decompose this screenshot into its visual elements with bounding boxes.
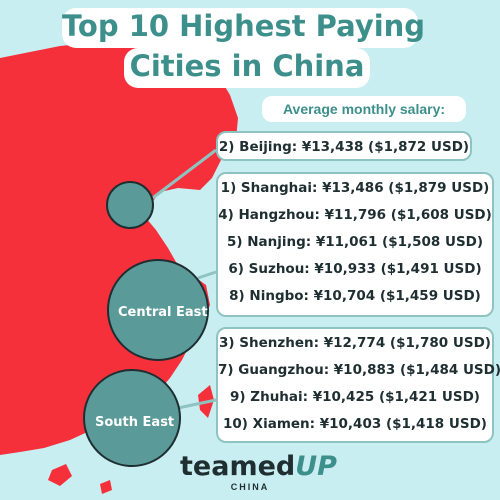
- title-line-2: Cities in China: [124, 48, 370, 88]
- region-label-south-east: South East: [95, 415, 175, 430]
- connector-beijing: [149, 148, 217, 202]
- subtitle: Average monthly salary:: [262, 96, 466, 122]
- title-line-1: Top 10 Highest Paying: [62, 8, 425, 48]
- south-east-salary-box: 3) Shenzhen: ¥12,774 ($1,780 USD) 7) Gua…: [216, 327, 500, 443]
- salary-row: 4) Hangzhou: ¥11,796 ($1,608 USD): [218, 207, 492, 223]
- teamedup-logo: teamedUP CHINA: [180, 451, 337, 493]
- logo-text-teamed: teamed: [180, 451, 296, 482]
- central-east-region-circle: [107, 259, 209, 361]
- region-label-central-east: Central East: [118, 305, 208, 320]
- salary-row: 3) Shenzhen: ¥12,774 ($1,780 USD): [219, 335, 491, 351]
- south-east-region-circle: [83, 369, 181, 467]
- connector-central-east: [197, 270, 217, 280]
- salary-row: 2) Beijing: ¥13,438 ($1,872 USD): [218, 139, 470, 155]
- salary-row: 7) Guangzhou: ¥10,883 ($1,484 USD): [218, 362, 500, 378]
- beijing-region-circle: [106, 181, 154, 229]
- island-hainan: [48, 464, 72, 486]
- salary-row: 8) Ningbo: ¥10,704 ($1,459 USD): [229, 288, 481, 304]
- logo-text-china: CHINA: [230, 482, 270, 492]
- salary-row: 6) Suzhou: ¥10,933 ($1,491 USD): [228, 261, 482, 277]
- logo-text-up: UP: [295, 451, 337, 482]
- beijing-salary-box: 2) Beijing: ¥13,438 ($1,872 USD): [216, 131, 472, 161]
- central-east-salary-box: 1) Shanghai: ¥13,486 ($1,879 USD) 4) Han…: [216, 172, 494, 317]
- salary-row: 9) Zhuhai: ¥10,425 ($1,421 USD): [230, 389, 480, 405]
- salary-row: 1) Shanghai: ¥13,486 ($1,879 USD): [220, 180, 490, 196]
- connector-south-east: [177, 398, 217, 410]
- island-small: [100, 480, 112, 494]
- salary-row: 5) Nanjing: ¥11,061 ($1,508 USD): [226, 234, 484, 250]
- salary-row: 10) Xiamen: ¥10,403 ($1,418 USD): [223, 416, 487, 432]
